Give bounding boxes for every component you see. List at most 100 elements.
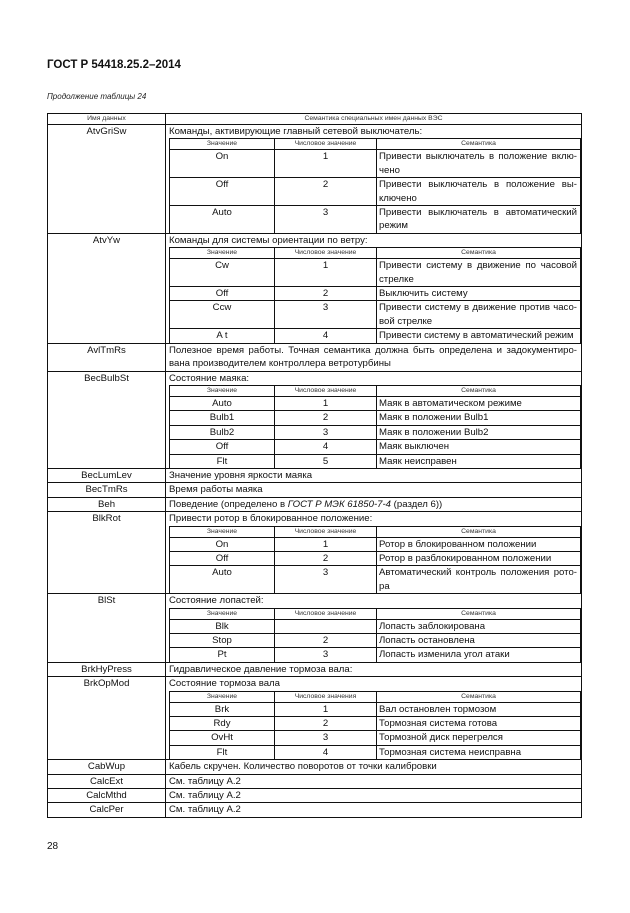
value-semantics-cell: Тормозная система неисправна (376, 744, 581, 760)
semantics-text-part: Состояние маяка: (169, 372, 250, 384)
table-row: BlkRot Привести ротор в блокированное пол… (47, 511, 582, 595)
semantics-text: Время работы маяка (169, 483, 581, 496)
subtable-header: Числовое значения (274, 690, 377, 703)
numeric-value-cell: 3 (274, 565, 377, 594)
semantics-text: Команды, активирующие главный сетевой вы… (169, 125, 581, 138)
semantics-cell: Состояние лопастей: Значение Числовое знач… (165, 593, 582, 663)
data-name-cell: BecBulbSt (47, 370, 166, 469)
value-cell: Bulb1 (169, 410, 275, 426)
numeric-value-cell: 1 (274, 536, 377, 552)
value-semantics-cell: Привести систему в движение против часо-… (376, 300, 581, 330)
table-row: AtvYw Команды для системы ориентации по в… (47, 232, 582, 344)
subtable-header: Значение (169, 138, 275, 151)
value-semantics-cell: Ротор в разблокированном положении (376, 550, 581, 567)
subtable-header: Значение (169, 384, 275, 397)
subtable-header: Значение (169, 690, 275, 703)
subtable-row: Auto 3 Автоматический контроль положения р… (169, 565, 581, 594)
subtable-header: Числовое значение (274, 384, 377, 397)
value-cell: Bulb2 (169, 424, 275, 441)
semantics-text: См. таблицу А.2 (169, 789, 581, 802)
subtable-row: Off 4 Маяк выключен (169, 439, 581, 455)
semantics-text-part: См. таблицу А.2 (169, 804, 241, 816)
semantics-text-part: Состояние лопастей: (169, 595, 264, 607)
value-semantics-cell: Маяк в положении Bulb1 (376, 410, 581, 426)
semantics-cell: Поведение (определено в ГОСТ Р МЭК 61850… (165, 496, 582, 513)
semantics-text: Состояние тормоза вала (169, 677, 581, 690)
subtable-row: Ccw 3 Привести систему в движение против ч… (169, 300, 581, 330)
value-semantics-cell: Ротор в блокированном положении (376, 536, 581, 552)
page-number: 28 (47, 841, 59, 852)
value-semantics-cell: Привести систему в автоматический режим (376, 328, 581, 343)
numeric-value-cell: 4 (274, 744, 377, 760)
subtable-row: Rdy 2 Тормозная система готова (169, 716, 581, 732)
semantics-text-part: Полезное время работы. Точная семантика … (169, 344, 577, 370)
subtable-row: Auto 3 Привести выключатель в автоматическ… (169, 205, 581, 233)
table-row: AvlTmRs Полезное время работы. Точная сем… (47, 342, 582, 372)
values-subtable: Значение Числовое значение Семантика Blk Лоп… (169, 607, 581, 662)
numeric-value-cell: 1 (274, 395, 377, 412)
numeric-value-cell: 3 (274, 205, 377, 233)
data-name-cell: BrkHyPress (47, 661, 166, 678)
semantics-cell: Команды для системы ориентации по ветру:… (165, 232, 582, 344)
semantics-cell: См. таблицу А.2 (165, 773, 582, 790)
subtable-row: OvHt 3 Тормозной диск перегрелся (169, 730, 581, 746)
document-title: ГОСТ Р 54418.25.2–2014 (47, 59, 181, 71)
subtable-header: Числовое значение (274, 138, 377, 151)
numeric-value-cell: 2 (274, 550, 377, 567)
semantics-text-part: См. таблицу А.2 (169, 775, 241, 787)
data-name-cell: BrkOpMod (47, 676, 166, 761)
subtable-header: Числовое значение (274, 247, 377, 260)
table-row: BlSt Состояние лопастей: Значение Числовое … (47, 593, 582, 663)
semantics-text: Полезное время работы. Точная семантика … (169, 344, 581, 371)
semantics-text-part: Команды для системы ориентации по ветру: (169, 234, 368, 246)
values-subtable: Значение Числовое значение Семантика On 1 При… (169, 138, 581, 233)
subtable-header: Числовое значение (274, 525, 377, 538)
semantics-text-part: Время работы маяка (169, 484, 263, 496)
semantics-cell: Значение уровня яркости маяка (165, 467, 582, 484)
value-cell: Off (169, 286, 275, 302)
value-semantics-cell: Лопасть изменила угол атаки (376, 647, 581, 662)
data-name-cell: AtvYw (47, 232, 166, 344)
numeric-value-cell: 5 (274, 453, 377, 468)
value-semantics-cell: Выключить систему (376, 286, 581, 302)
table-row: Beh Поведение (определено в ГОСТ Р МЭК 61… (47, 496, 582, 513)
table-row: BrkHyPress Гидравлическое давление тормоз… (47, 661, 582, 678)
data-name-cell: BecTmRs (47, 482, 166, 498)
semantics-text: Гидравлическое давление тормоза вала: (169, 663, 581, 676)
subtable-row: Flt 5 Маяк неисправен (169, 453, 581, 468)
table-row: CabWup Кабель скручен. Количество поворот… (47, 759, 582, 775)
value-semantics-cell: Автоматический контроль положения рото-р… (376, 565, 581, 594)
semantics-cell: Состояние маяка: Значение Числовое значени… (165, 370, 582, 469)
subtable-row: Brk 1 Вал остановлен тормозом (169, 701, 581, 718)
semantics-text-part: Команды, активирующие главный сетевой вы… (169, 126, 423, 137)
subtable-row: Pt 3 Лопасть изменила угол атаки (169, 647, 581, 662)
value-cell: Rdy (169, 716, 275, 732)
subtable-header-row: Значение Числовое значение Семантика (169, 607, 581, 620)
numeric-value-cell: 1 (274, 258, 377, 288)
semantics-cell: См. таблицу А.2 (165, 788, 582, 804)
value-cell: Ccw (169, 300, 275, 330)
semantics-text-part: Кабель скручен. Количество поворотов от … (169, 761, 437, 773)
subtable-header: Значение (169, 525, 275, 538)
data-name-cell: CabWup (47, 759, 166, 775)
data-name-cell: BecLumLev (47, 467, 166, 484)
value-semantics-cell: Привести выключатель в положение вклю-че… (376, 149, 581, 179)
value-cell: Off (169, 550, 275, 567)
subtable-header-row: Значение Числовое значение Семантика (169, 138, 581, 151)
subtable-header-row: Значение Числовое значения Семантика (169, 690, 581, 703)
value-cell: Auto (169, 395, 275, 412)
value-semantics-cell: Вал остановлен тормозом (376, 701, 581, 718)
value-semantics-cell: Привести систему в движение по часовой с… (376, 258, 581, 288)
header-semantics: Семантика специальных имен данных ВЭС (165, 113, 582, 125)
data-name-cell: BlSt (47, 593, 166, 663)
semantics-cell: Гидравлическое давление тормоза вала: (165, 661, 582, 678)
numeric-value-cell: 3 (274, 730, 377, 746)
value-cell: OvHt (169, 730, 275, 746)
value-cell: Cw (169, 258, 275, 288)
value-semantics-cell: Лопасть заблокирована (376, 618, 581, 635)
semantics-text: Состояние маяка: (169, 372, 581, 385)
value-cell: Pt (169, 647, 275, 662)
semantics-text-part: Гидравлическое давление тормоза вала: (169, 663, 353, 675)
value-semantics-cell: Лопасть остановлена (376, 632, 581, 649)
values-subtable: Значение Числовое значения Семантика Brk 1 Ва… (169, 690, 581, 760)
